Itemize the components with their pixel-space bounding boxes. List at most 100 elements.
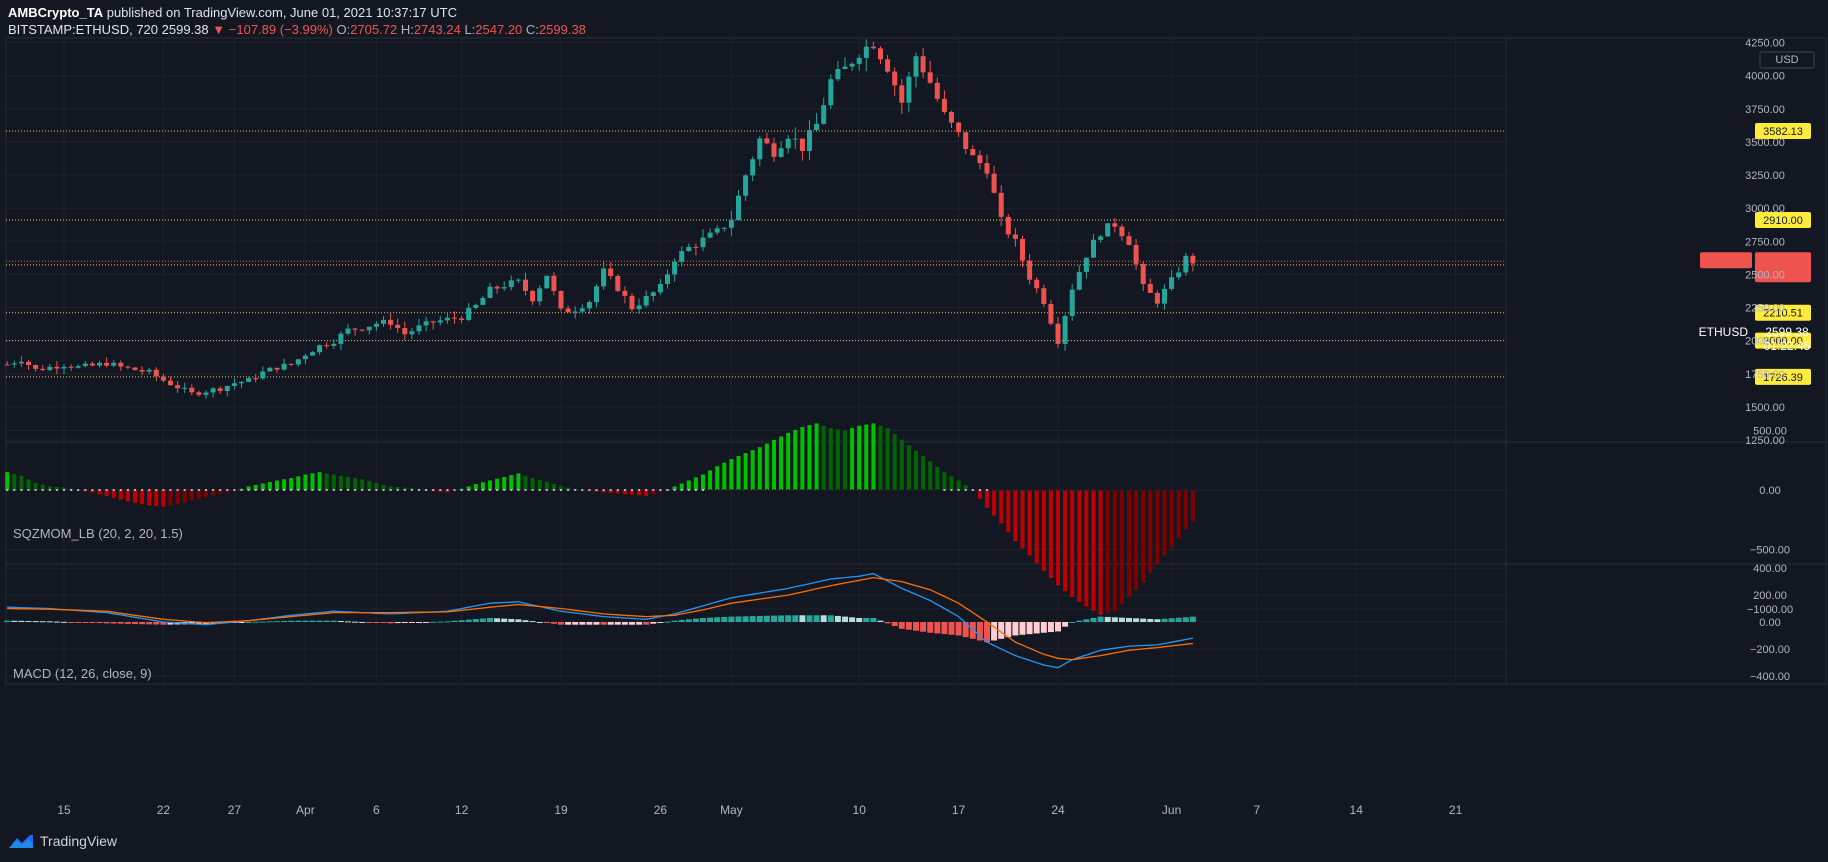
macd-hist-bar xyxy=(61,621,67,623)
sqz-dot xyxy=(950,489,953,491)
x-tick-label: 14 xyxy=(1350,803,1364,817)
sqz-dot xyxy=(893,489,896,491)
sqz-dot xyxy=(986,489,988,491)
macd-hist-bar xyxy=(1111,617,1118,622)
macd-hist-bar xyxy=(806,615,813,622)
sqz-bar xyxy=(317,472,322,490)
macd-hist-bar xyxy=(1133,618,1140,622)
sqz-dot xyxy=(396,489,399,491)
candle-up xyxy=(1076,271,1082,290)
sqz-dot xyxy=(844,489,846,491)
sqz-dot xyxy=(212,489,215,491)
candle-down xyxy=(104,362,110,366)
candle-up xyxy=(281,363,287,370)
macd-hist-bar xyxy=(550,622,557,624)
sqz-dot xyxy=(91,489,94,491)
low-label: L: xyxy=(464,22,476,37)
macd-hist-bar xyxy=(976,622,983,641)
candle-up xyxy=(1105,223,1111,237)
sqz-bar xyxy=(12,473,17,490)
sqz-bar xyxy=(608,490,613,493)
sqz-bar xyxy=(1070,490,1075,598)
sqz-bar xyxy=(275,480,279,490)
sqz-bar xyxy=(1176,490,1181,539)
sqz-dot xyxy=(503,489,506,491)
candle-down xyxy=(899,85,905,103)
sqz-bar xyxy=(161,490,166,507)
publisher-name[interactable]: AMBCrypto_TA xyxy=(8,5,104,20)
sqz-bar xyxy=(1034,490,1039,564)
candle-up xyxy=(828,79,834,106)
sqz-bar xyxy=(622,490,627,495)
macd-hist-bar xyxy=(380,622,387,624)
sqz-bar xyxy=(33,482,38,490)
macd-hist-bar xyxy=(572,622,579,625)
sqz-dot xyxy=(879,489,882,491)
macd-hist-bar xyxy=(53,621,60,623)
tradingview-logo-icon[interactable] xyxy=(8,833,34,849)
sqz-dot xyxy=(339,489,342,491)
tradingview-brand[interactable]: TradingView xyxy=(40,833,118,849)
sqz-bar xyxy=(772,440,776,490)
last-price-tag: 2599.38 xyxy=(1765,325,1809,339)
sqz-bar xyxy=(473,484,478,490)
sqz-dot xyxy=(1021,489,1024,491)
sqz-dot xyxy=(1142,489,1145,491)
macd-hist-bar xyxy=(430,621,437,623)
level-label: 2000.00 xyxy=(1763,336,1803,348)
sqz-dot xyxy=(354,489,357,491)
macd-hist-bar xyxy=(700,617,706,622)
sqz-bar xyxy=(402,487,407,490)
macd-hist-bar xyxy=(1154,619,1161,622)
level-tag xyxy=(1755,332,1811,349)
sqz-dot xyxy=(1014,489,1017,491)
macd-pane xyxy=(4,572,1196,669)
sqz-bar xyxy=(189,490,194,501)
macd-hist-bar xyxy=(742,616,749,622)
candle-down xyxy=(324,345,330,347)
macd-hist-bar xyxy=(763,615,770,622)
sqz-bar xyxy=(814,423,819,490)
macd-hist-bar xyxy=(444,621,451,623)
candle-down xyxy=(615,276,621,291)
sqz-dot xyxy=(1163,489,1166,491)
macd-hist-bar xyxy=(799,615,806,622)
sqz-dot xyxy=(673,489,676,491)
sqz-dot xyxy=(105,489,108,491)
candle-down xyxy=(1147,284,1153,293)
symbol-label[interactable]: BITSTAMP:ETHUSD, 720 xyxy=(8,22,159,37)
sqz-dot xyxy=(1099,489,1102,491)
candle-up xyxy=(821,105,827,124)
sqz-bar xyxy=(779,436,784,490)
sqz-bar xyxy=(516,473,521,490)
candle-down xyxy=(998,192,1004,217)
candle-up xyxy=(863,46,869,58)
x-tick-label: May xyxy=(720,803,743,817)
sqz-bar xyxy=(225,490,230,493)
macd-hist-bar xyxy=(153,622,160,625)
sqz-dot xyxy=(84,489,87,491)
candle-down xyxy=(970,148,976,156)
sqz-dot xyxy=(709,489,712,491)
sqz-bar xyxy=(1091,490,1096,611)
x-tick-label: 6 xyxy=(373,803,380,817)
sqz-bar xyxy=(502,476,507,490)
macd-hist-bar xyxy=(614,622,621,625)
sqz-dot xyxy=(13,489,16,491)
footer: TradingView xyxy=(8,833,117,849)
close-label: C: xyxy=(525,22,539,37)
sqz-bar xyxy=(523,475,528,490)
candle-up xyxy=(331,343,337,346)
sqz-bar xyxy=(864,424,869,490)
candle-up xyxy=(11,363,17,365)
sqz-bar xyxy=(693,477,698,490)
sqz-bar xyxy=(118,490,123,500)
sqz-dot xyxy=(1106,489,1109,491)
bar-countdown: 01:22:45 xyxy=(1764,339,1811,353)
macd-hist-bar xyxy=(934,622,941,634)
sqz-dot xyxy=(638,489,641,491)
candle-down xyxy=(168,380,173,386)
sqz-dot xyxy=(964,489,967,491)
sqz-bar xyxy=(182,490,187,503)
